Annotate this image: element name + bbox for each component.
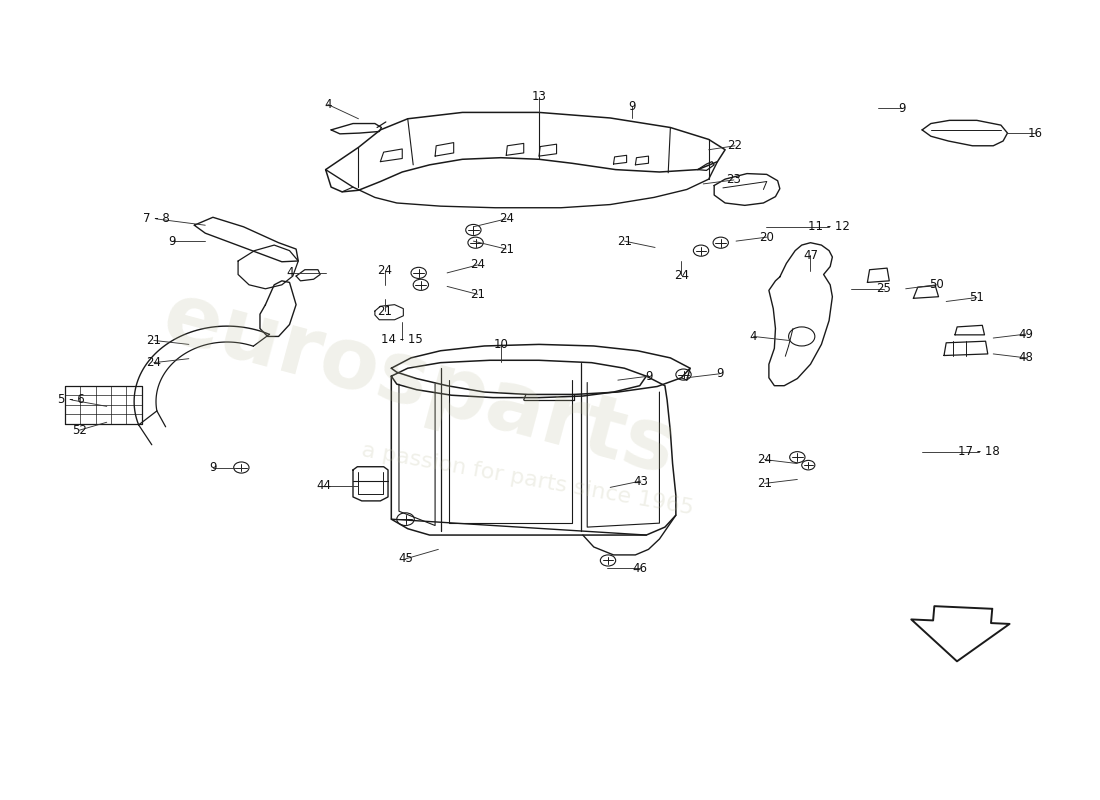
Text: 4: 4 [287, 266, 295, 279]
Text: 14 - 15: 14 - 15 [382, 333, 424, 346]
Text: 4: 4 [750, 330, 757, 343]
Text: 10: 10 [493, 338, 508, 351]
Text: 21: 21 [146, 334, 162, 347]
Text: 24: 24 [471, 258, 485, 271]
Text: 24: 24 [674, 269, 689, 282]
Text: 9: 9 [899, 102, 906, 115]
Text: 47: 47 [803, 249, 818, 262]
Text: 20: 20 [759, 230, 774, 244]
Text: 7 - 8: 7 - 8 [143, 212, 169, 226]
Text: 24: 24 [377, 264, 393, 277]
Text: 44: 44 [316, 479, 331, 492]
Text: 4: 4 [324, 98, 331, 111]
Text: 25: 25 [877, 282, 891, 295]
Text: 5 - 6: 5 - 6 [58, 394, 85, 406]
Text: 9: 9 [209, 461, 217, 474]
Text: 46: 46 [632, 562, 647, 575]
Text: 22: 22 [727, 139, 742, 152]
Text: 21: 21 [377, 305, 393, 318]
Text: 23: 23 [726, 174, 741, 186]
Text: 17 - 18: 17 - 18 [958, 445, 1000, 458]
Text: 9: 9 [716, 367, 724, 380]
Text: 24: 24 [498, 212, 514, 226]
Text: 52: 52 [72, 424, 87, 437]
Text: 49: 49 [1019, 327, 1034, 341]
Text: 9: 9 [645, 370, 652, 382]
Text: 21: 21 [757, 477, 772, 490]
Text: 16: 16 [1027, 126, 1043, 139]
Text: eurosparts: eurosparts [153, 276, 684, 493]
Text: 9: 9 [628, 99, 636, 113]
Text: 24: 24 [757, 453, 772, 466]
Text: 21: 21 [498, 242, 514, 255]
Text: 43: 43 [634, 474, 648, 487]
Text: 21: 21 [617, 234, 631, 248]
Text: 9: 9 [168, 234, 176, 248]
Text: 21: 21 [471, 288, 485, 301]
Text: 48: 48 [1019, 351, 1034, 364]
Text: 51: 51 [969, 291, 984, 304]
Text: 50: 50 [930, 278, 944, 291]
Text: 13: 13 [531, 90, 547, 103]
Text: 45: 45 [398, 552, 412, 566]
Text: a passion for parts since 1965: a passion for parts since 1965 [361, 440, 695, 518]
Text: 24: 24 [146, 356, 162, 369]
Text: 11 - 12: 11 - 12 [808, 220, 850, 234]
